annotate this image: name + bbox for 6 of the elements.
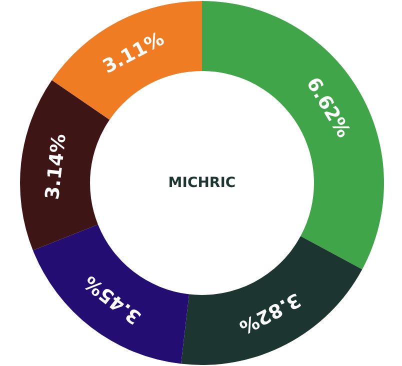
text: MICHRIC <box>168 175 236 191</box>
donut-slice <box>32 224 190 364</box>
donut-slice <box>52 1 202 120</box>
donut-slice <box>20 80 110 250</box>
data-label: 3.14% <box>41 132 70 201</box>
donut-slice <box>181 236 362 365</box>
